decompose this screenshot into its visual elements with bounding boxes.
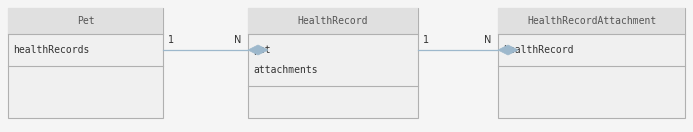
Bar [248,8,418,34]
Bar [8,8,163,34]
Text: Pet: Pet [77,16,94,26]
Text: pet: pet [253,45,271,55]
Text: attachments: attachments [253,65,317,75]
Bar [498,8,685,34]
Bar [498,8,685,118]
Text: healthRecord: healthRecord [503,45,574,55]
Bar [248,8,418,118]
Text: HealthRecord: HealthRecord [298,16,368,26]
Polygon shape [498,45,518,55]
Text: N: N [484,35,492,45]
Polygon shape [248,45,268,55]
Text: 1: 1 [168,35,174,45]
Text: HealthRecordAttachment: HealthRecordAttachment [527,16,656,26]
Text: healthRecords: healthRecords [13,45,89,55]
Text: N: N [234,35,242,45]
Text: 1: 1 [423,35,429,45]
Bar [8,8,163,118]
